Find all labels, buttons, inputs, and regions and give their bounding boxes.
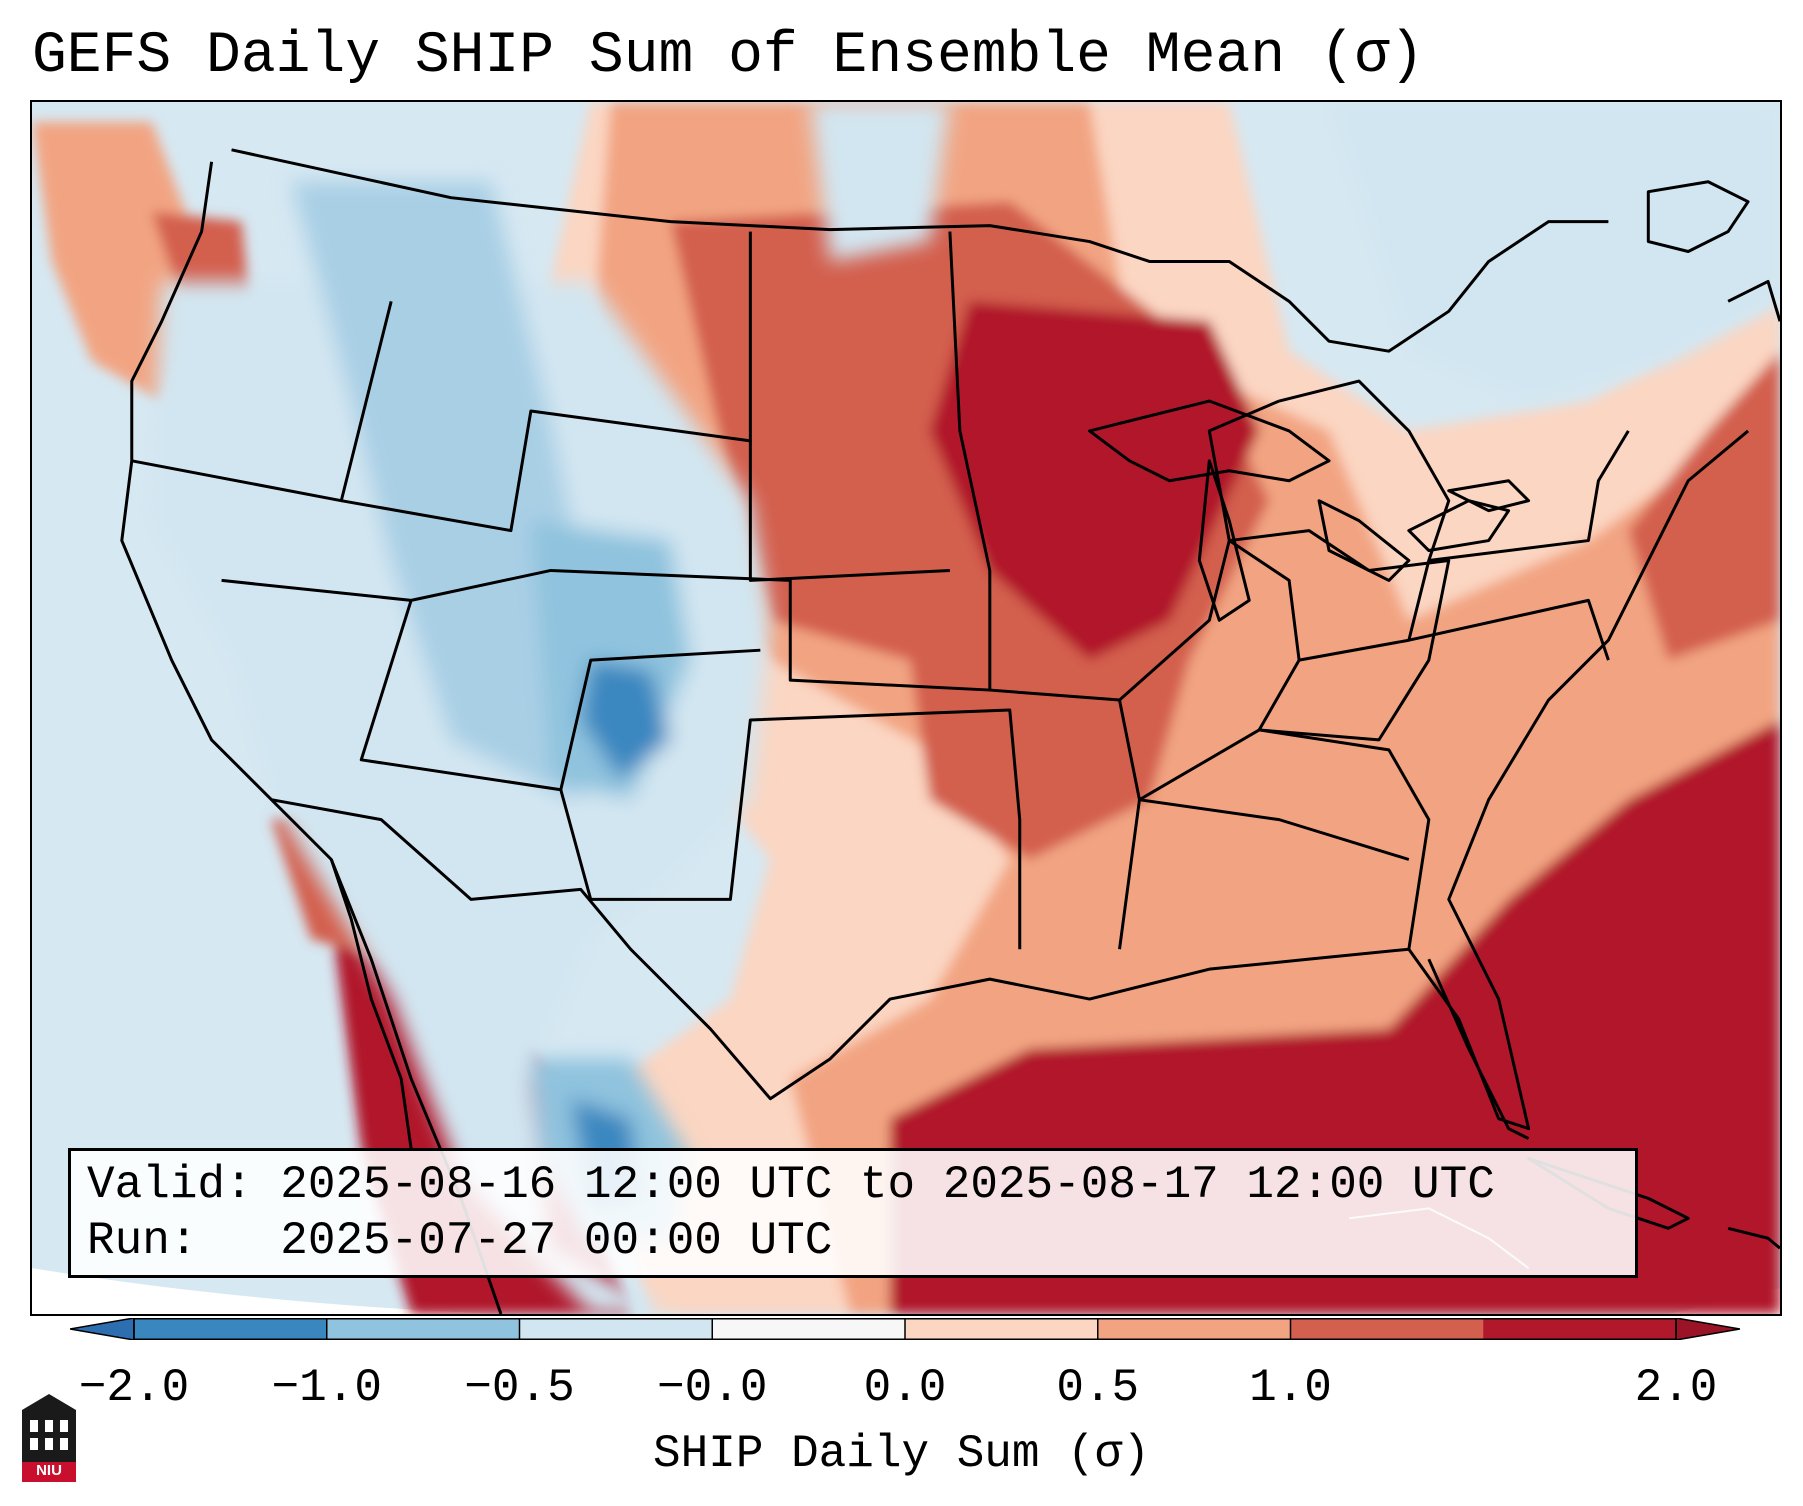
colorbar-tick-label: −0.5 [464,1362,575,1414]
boundary-lines [120,148,1780,1314]
colorbar-segment [712,1318,906,1340]
colorbar-segment [326,1318,520,1340]
ship-anomaly-map [32,102,1780,1314]
colorbar-segment [134,1318,328,1340]
colorbar-tick-label: 0.0 [863,1362,947,1414]
colorbar-tick-label: −0.0 [657,1362,768,1414]
colorbar-tick-label: 2.0 [1634,1362,1718,1414]
logo-text: NIU [36,1462,62,1479]
colorbar-label: SHIP Daily Sum (σ) [653,1428,1150,1480]
colorbar-segment [1290,1318,1484,1340]
colorbar-tick-label: −1.0 [271,1362,382,1414]
colorbar-tick-label: 0.5 [1056,1362,1140,1414]
colorbar-tick-label: 1.0 [1249,1362,1332,1414]
colorbar-segment [905,1318,1099,1340]
colorbar-segment [1483,1318,1677,1340]
colorbar-extend-low [70,1318,135,1340]
colorbar-segment [1097,1318,1291,1340]
colorbar-graphic [70,1318,1740,1340]
colorbar-segment [519,1318,713,1340]
map-title: GEFS Daily SHIP Sum of Ensemble Mean (σ) [32,24,1425,89]
university-building-icon [22,1394,76,1482]
map-panel: Valid: 2025-08-16 12:00 UTC to 2025-08-1… [30,100,1782,1316]
valid-time-box: Valid: 2025-08-16 12:00 UTC to 2025-08-1… [68,1148,1638,1278]
colorbar-extend-high [1675,1318,1740,1340]
niu-logo: NIU [20,1390,78,1490]
colorbar [70,1318,1740,1340]
valid-line: Valid: 2025-08-16 12:00 UTC to 2025-08-1… [87,1159,1495,1211]
colorbar-tick-label: −2.0 [78,1362,190,1414]
run-line: Run: 2025-07-27 00:00 UTC [87,1215,833,1267]
